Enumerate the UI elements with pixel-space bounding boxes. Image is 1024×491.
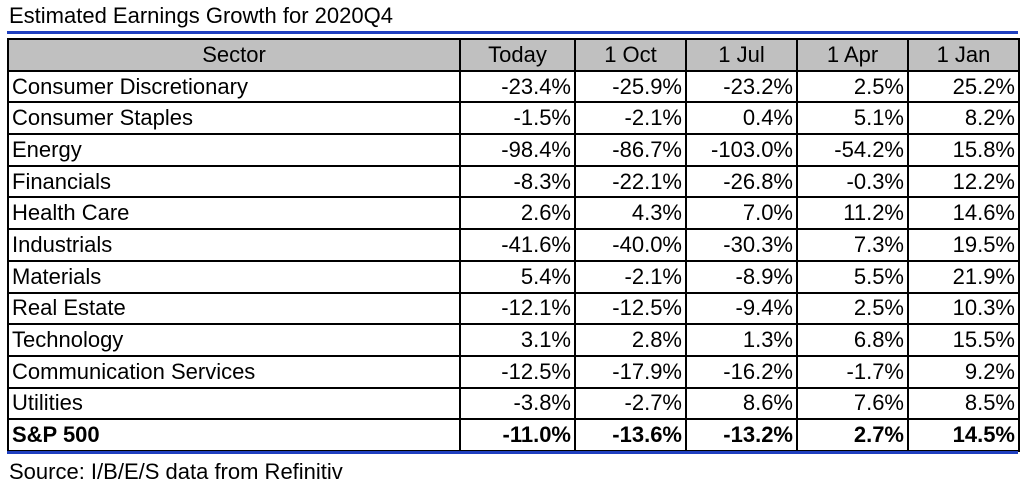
value-cell: 14.6% — [907, 196, 1020, 231]
value-cell: -98.4% — [459, 133, 576, 167]
column-header: 1 Apr — [796, 38, 909, 72]
value-cell: -2.7% — [574, 386, 687, 421]
table-row: Energy -98.4% -86.7% -103.0% -54.2% 15.8% — [7, 133, 1020, 167]
value-cell: -25.9% — [574, 69, 687, 104]
column-header: 1 Jul — [685, 38, 798, 72]
value-cell: -0.3% — [796, 164, 909, 199]
value-cell: -2.1% — [574, 101, 687, 136]
value-cell: 5.4% — [459, 259, 576, 294]
value-cell: -8.9% — [685, 259, 798, 294]
value-cell: 5.1% — [796, 101, 909, 136]
column-header: Today — [459, 38, 576, 72]
value-cell: -9.4% — [685, 291, 798, 326]
sector-cell: Health Care — [7, 196, 461, 231]
top-rule — [7, 31, 1018, 34]
value-cell: -1.5% — [459, 101, 576, 136]
value-cell: 2.6% — [459, 196, 576, 231]
table-row: Utilities -3.8% -2.7% 8.6% 7.6% 8.5% — [7, 386, 1020, 421]
value-cell: 7.0% — [685, 196, 798, 231]
value-cell: 5.5% — [796, 259, 909, 294]
value-cell: -41.6% — [459, 228, 576, 262]
sector-cell: Consumer Staples — [7, 101, 461, 136]
value-cell: -22.1% — [574, 164, 687, 199]
value-cell: 19.5% — [907, 228, 1020, 262]
table-row: Financials -8.3% -22.1% -26.8% -0.3% 12.2% — [7, 164, 1020, 199]
earnings-table: Sector Today 1 Oct 1 Jul 1 Apr 1 Jan Consumer… — [7, 38, 1020, 452]
total-row: S&P 500 -11.0% -13.6% -13.2% 2.7% 14.5% — [7, 418, 1020, 452]
table-row: Materials 5.4% -2.1% -8.9% 5.5% 21.9% — [7, 259, 1020, 294]
table-row: Communication Services -12.5% -17.9% -16.2%… — [7, 354, 1020, 389]
value-cell: 0.4% — [685, 101, 798, 136]
value-cell: -13.2% — [685, 418, 798, 452]
value-cell: 2.5% — [796, 291, 909, 326]
sector-cell: Financials — [7, 164, 461, 199]
value-cell: 3.1% — [459, 323, 576, 357]
value-cell: 15.8% — [907, 133, 1020, 167]
table-row: Technology 3.1% 2.8% 1.3% 6.8% 15.5% — [7, 323, 1020, 357]
value-cell: -1.7% — [796, 354, 909, 389]
value-cell: 6.8% — [796, 323, 909, 357]
sector-cell: S&P 500 — [7, 418, 461, 452]
value-cell: -23.2% — [685, 69, 798, 104]
value-cell: -54.2% — [796, 133, 909, 167]
sector-cell: Utilities — [7, 386, 461, 421]
value-cell: 12.2% — [907, 164, 1020, 199]
value-cell: -40.0% — [574, 228, 687, 262]
sector-cell: Materials — [7, 259, 461, 294]
value-cell: 15.5% — [907, 323, 1020, 357]
sector-cell: Real Estate — [7, 291, 461, 326]
value-cell: 7.6% — [796, 386, 909, 421]
column-header: Sector — [7, 38, 461, 72]
value-cell: -8.3% — [459, 164, 576, 199]
column-header: 1 Jan — [907, 38, 1020, 72]
value-cell: 1.3% — [685, 323, 798, 357]
table-title: Estimated Earnings Growth for 2020Q4 — [9, 3, 393, 28]
value-cell: -13.6% — [574, 418, 687, 452]
value-cell: -12.1% — [459, 291, 576, 326]
table-row: Consumer Discretionary -23.4% -25.9% -23.2%… — [7, 69, 1020, 104]
table-row: Industrials -41.6% -40.0% -30.3% 7.3% 19.5% — [7, 228, 1020, 262]
value-cell: 25.2% — [907, 69, 1020, 104]
value-cell: -30.3% — [685, 228, 798, 262]
value-cell: 2.7% — [796, 418, 909, 452]
value-cell: -26.8% — [685, 164, 798, 199]
bottom-rule — [7, 451, 1018, 454]
value-cell: 21.9% — [907, 259, 1020, 294]
value-cell: -12.5% — [574, 291, 687, 326]
value-cell: 8.5% — [907, 386, 1020, 421]
sector-cell: Energy — [7, 133, 461, 167]
value-cell: -103.0% — [685, 133, 798, 167]
value-cell: -17.9% — [574, 354, 687, 389]
value-cell: 2.5% — [796, 69, 909, 104]
sector-cell: Technology — [7, 323, 461, 357]
value-cell: -86.7% — [574, 133, 687, 167]
value-cell: 14.5% — [907, 418, 1020, 452]
value-cell: 8.6% — [685, 386, 798, 421]
source-note: Source: I/B/E/S data from Refinitiv — [9, 459, 343, 484]
value-cell: 8.2% — [907, 101, 1020, 136]
value-cell: -2.1% — [574, 259, 687, 294]
column-header: 1 Oct — [574, 38, 687, 72]
value-cell: -23.4% — [459, 69, 576, 104]
value-cell: -3.8% — [459, 386, 576, 421]
value-cell: 2.8% — [574, 323, 687, 357]
value-cell: -12.5% — [459, 354, 576, 389]
sector-cell: Industrials — [7, 228, 461, 262]
value-cell: 10.3% — [907, 291, 1020, 326]
value-cell: 9.2% — [907, 354, 1020, 389]
value-cell: -11.0% — [459, 418, 576, 452]
value-cell: -16.2% — [685, 354, 798, 389]
table-row: Consumer Staples -1.5% -2.1% 0.4% 5.1% 8.2% — [7, 101, 1020, 136]
value-cell: 7.3% — [796, 228, 909, 262]
header-row: Sector Today 1 Oct 1 Jul 1 Apr 1 Jan — [7, 38, 1020, 72]
table-row: Real Estate -12.1% -12.5% -9.4% 2.5% 10.3% — [7, 291, 1020, 326]
table-row: Health Care 2.6% 4.3% 7.0% 11.2% 14.6% — [7, 196, 1020, 231]
sector-cell: Communication Services — [7, 354, 461, 389]
sector-cell: Consumer Discretionary — [7, 69, 461, 104]
value-cell: 4.3% — [574, 196, 687, 231]
value-cell: 11.2% — [796, 196, 909, 231]
